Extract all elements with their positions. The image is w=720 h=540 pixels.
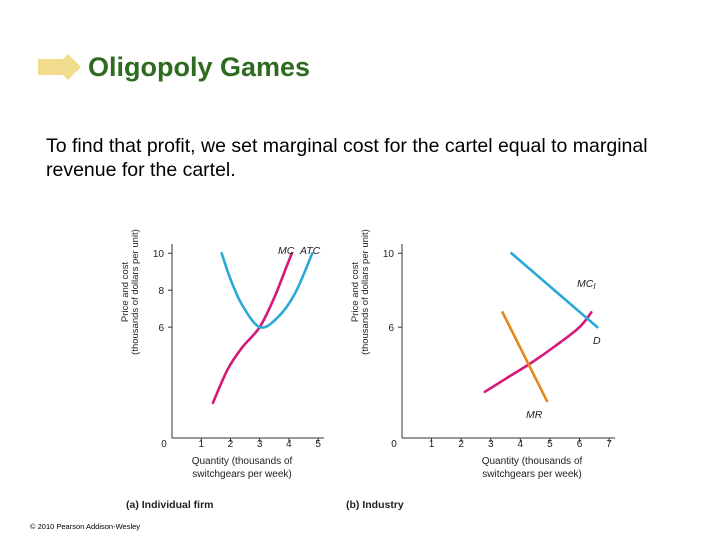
slide-body-text: To find that profit, we set marginal cos… bbox=[46, 135, 648, 181]
y-tick-label: 8 bbox=[158, 286, 164, 297]
y-tick-label: 6 bbox=[158, 323, 164, 334]
series-line-mc bbox=[211, 251, 294, 405]
x-axis-label: Quantity (thousands of bbox=[482, 456, 583, 467]
panel-caption: (b) Industry bbox=[346, 499, 404, 511]
x-tick-label: 2 bbox=[458, 439, 464, 450]
x-tick-label: 1 bbox=[429, 439, 435, 450]
series-label-mci: MCI bbox=[577, 278, 596, 291]
y-tick-label: 6 bbox=[388, 323, 394, 334]
x-tick-label: 6 bbox=[577, 439, 583, 450]
x-axis-label: Quantity (thousands of bbox=[192, 456, 293, 467]
x-axis-label: switchgears per week) bbox=[192, 469, 291, 480]
series-line-atc bbox=[220, 251, 314, 329]
x-tick-label: 3 bbox=[257, 439, 263, 450]
x-tick-label: 0 bbox=[391, 439, 397, 450]
y-tick-label: 10 bbox=[153, 249, 165, 260]
series-line-d bbox=[510, 251, 599, 329]
y-axis-label: (thousands of dollars per unit) bbox=[130, 229, 141, 355]
x-tick-label: 5 bbox=[547, 439, 553, 450]
x-tick-label: 5 bbox=[315, 439, 321, 450]
y-tick-label: 10 bbox=[383, 249, 395, 260]
x-axis-label: switchgears per week) bbox=[482, 469, 581, 480]
chart-individual-firm: 0 1 2 3 4 5 6 8 10 Price and cost (thousands of do… bbox=[120, 229, 324, 511]
series-label-subscript: I bbox=[593, 282, 596, 291]
x-tick-label: 4 bbox=[286, 439, 292, 450]
series-line-mr bbox=[501, 311, 549, 403]
chart-industry: 0 1 2 3 4 5 6 7 6 10 Price and cost (thousands of d… bbox=[346, 229, 615, 511]
y-axis-label: Price and cost bbox=[350, 262, 361, 323]
x-tick-label: 3 bbox=[488, 439, 494, 450]
copyright-notice: © 2010 Pearson Addison-Wesley bbox=[30, 522, 141, 531]
y-axis-label: (thousands of dollars per unit) bbox=[360, 229, 371, 355]
y-axis-label: Price and cost bbox=[120, 262, 131, 323]
series-label-atc: ATC bbox=[299, 245, 321, 257]
series-line-mc bbox=[483, 311, 593, 394]
x-tick-label: 0 bbox=[161, 439, 167, 450]
panel-caption: (a) Individual firm bbox=[126, 499, 214, 511]
slide-title: Oligopoly Games bbox=[88, 52, 311, 82]
x-tick-label: 2 bbox=[228, 439, 234, 450]
slide-bullet-icon bbox=[38, 54, 81, 80]
series-label-mc: MC bbox=[278, 245, 295, 257]
x-tick-label: 4 bbox=[518, 439, 524, 450]
x-tick-label: 7 bbox=[606, 439, 612, 450]
series-label-mr: MR bbox=[526, 409, 543, 421]
series-label-d: D bbox=[593, 335, 601, 347]
x-tick-label: 1 bbox=[198, 439, 204, 450]
